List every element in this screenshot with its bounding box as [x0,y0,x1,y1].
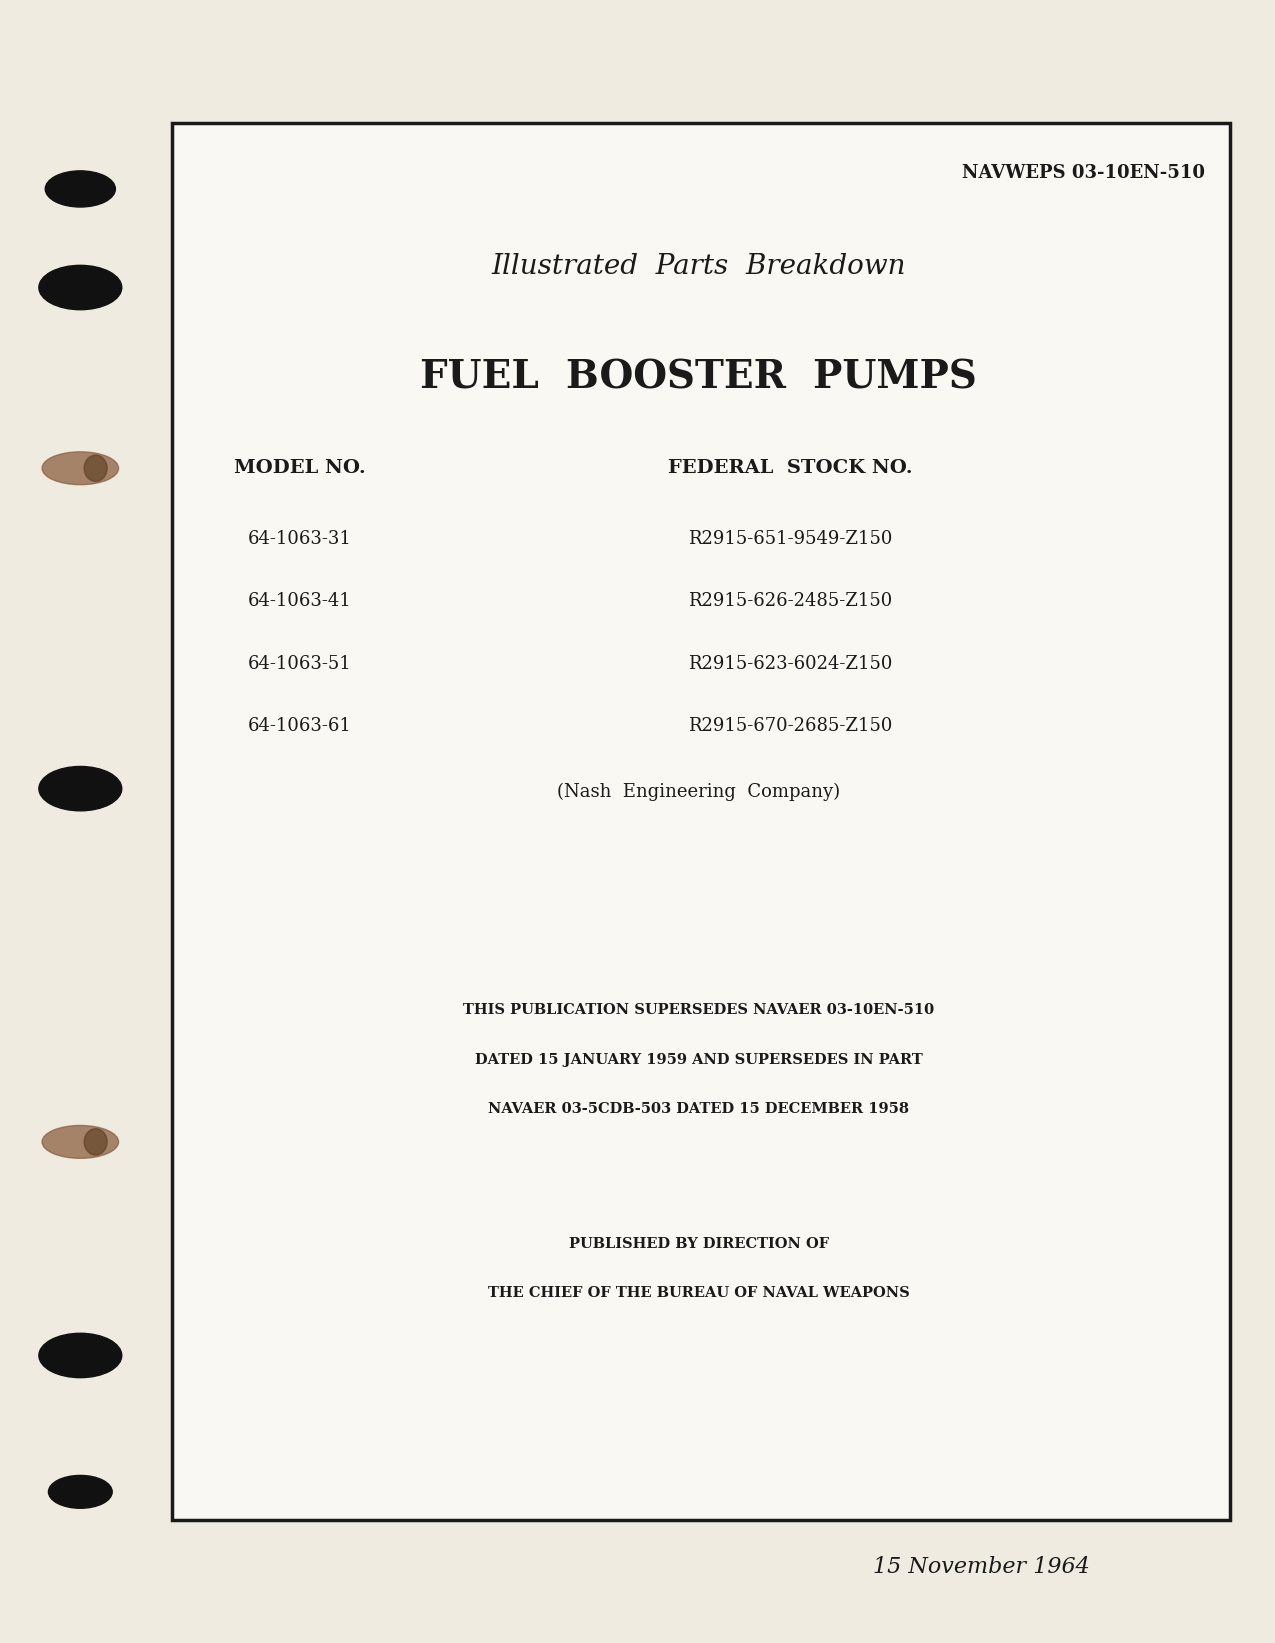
Ellipse shape [38,1334,122,1377]
Text: 64-1063-51: 64-1063-51 [247,656,352,672]
Bar [172,123,1230,1520]
Text: MODEL NO.: MODEL NO. [233,460,366,476]
Text: (Nash  Engineering  Company): (Nash Engineering Company) [557,782,840,802]
Ellipse shape [84,1129,107,1155]
Ellipse shape [84,455,107,481]
Text: R2915-623-6024-Z150: R2915-623-6024-Z150 [688,656,892,672]
Ellipse shape [38,766,122,812]
Text: 64-1063-61: 64-1063-61 [247,718,352,734]
Text: DATED 15 JANUARY 1959 AND SUPERSEDES IN PART: DATED 15 JANUARY 1959 AND SUPERSEDES IN … [474,1053,923,1066]
Ellipse shape [38,266,122,309]
Text: NAVAER 03-5CDB-503 DATED 15 DECEMBER 1958: NAVAER 03-5CDB-503 DATED 15 DECEMBER 195… [488,1102,909,1116]
Text: R2915-670-2685-Z150: R2915-670-2685-Z150 [688,718,892,734]
Text: R2915-626-2485-Z150: R2915-626-2485-Z150 [688,593,892,610]
Text: NAVWEPS 03-10EN-510: NAVWEPS 03-10EN-510 [961,164,1205,182]
Text: THIS PUBLICATION SUPERSEDES NAVAER 03-10EN-510: THIS PUBLICATION SUPERSEDES NAVAER 03-10… [463,1004,935,1017]
Ellipse shape [48,1475,112,1508]
Text: PUBLISHED BY DIRECTION OF: PUBLISHED BY DIRECTION OF [569,1237,829,1250]
Ellipse shape [42,1125,119,1158]
Text: FUEL  BOOSTER  PUMPS: FUEL BOOSTER PUMPS [421,358,977,398]
Ellipse shape [42,452,119,485]
Text: 64-1063-31: 64-1063-31 [247,531,352,547]
Text: FEDERAL  STOCK NO.: FEDERAL STOCK NO. [668,460,913,476]
Text: R2915-651-9549-Z150: R2915-651-9549-Z150 [688,531,892,547]
Text: Illustrated  Parts  Breakdown: Illustrated Parts Breakdown [491,253,907,279]
Text: THE CHIEF OF THE BUREAU OF NAVAL WEAPONS: THE CHIEF OF THE BUREAU OF NAVAL WEAPONS [488,1286,909,1300]
Ellipse shape [46,171,115,207]
Text: 15 November 1964: 15 November 1964 [873,1556,1090,1579]
Text: 64-1063-41: 64-1063-41 [247,593,352,610]
